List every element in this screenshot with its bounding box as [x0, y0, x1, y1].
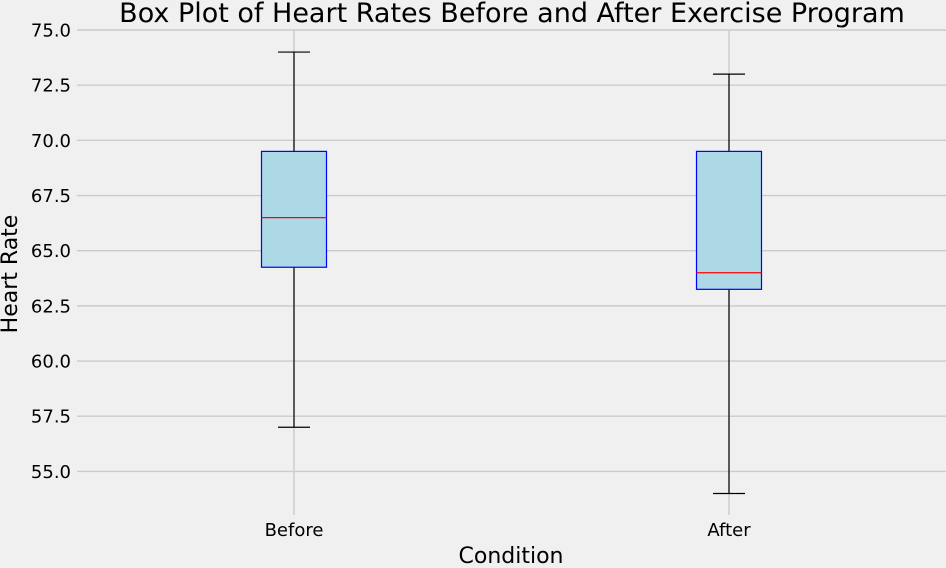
y-tick-label: 62.5 — [31, 296, 71, 317]
tick-labels: 55.0 57.5 60.0 62.5 65.0 67.5 70.0 72.5 75.0 Befo… — [31, 21, 751, 542]
y-tick-label: 65.0 — [31, 241, 71, 262]
y-tick-label: 72.5 — [31, 76, 71, 97]
chart-title: Box Plot of Heart Rates Before and After… — [119, 0, 905, 29]
y-tick-label: 75.0 — [31, 21, 71, 42]
x-tick-label: After — [707, 520, 751, 541]
box-after — [695, 73, 763, 495]
y-axis-label: Heart Rate — [0, 215, 23, 334]
box-before — [260, 51, 328, 428]
y-tick-label: 67.5 — [31, 186, 71, 207]
y-tick-label: 55.0 — [31, 462, 71, 483]
iqr-box — [695, 150, 763, 290]
boxes — [260, 51, 763, 495]
x-axis-label: Condition — [459, 544, 564, 568]
iqr-box — [260, 150, 328, 268]
y-tick-label: 60.0 — [31, 352, 71, 373]
y-tick-label: 57.5 — [31, 407, 71, 428]
x-tick-label: Before — [265, 520, 324, 541]
y-tick-label: 70.0 — [31, 131, 71, 152]
